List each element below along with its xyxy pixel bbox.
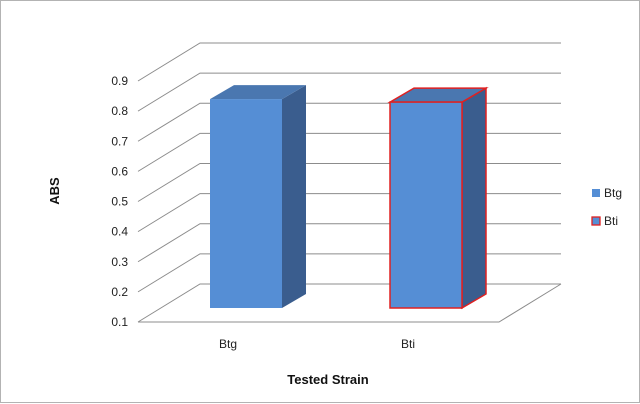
y-tick-label: 0.6 [111, 164, 128, 178]
legend-swatch [591, 216, 601, 226]
bar [387, 86, 489, 310]
y-axis-title: ABS [47, 177, 62, 205]
bars [210, 85, 489, 310]
y-tick-label: 0.7 [111, 134, 128, 148]
bar-side [282, 85, 306, 308]
y-tick-label: 0.2 [111, 285, 128, 299]
x-tick-label: Btg [219, 337, 237, 351]
bar-top [210, 85, 306, 100]
gridline [137, 72, 561, 112]
gridline [137, 253, 561, 293]
legend-label: Btg [604, 186, 622, 200]
gridline [137, 102, 561, 142]
legend-item: Btg [592, 186, 622, 200]
bar-front [210, 99, 282, 308]
x-tick-label: Bti [401, 337, 415, 351]
y-tick-label: 0.1 [111, 315, 128, 329]
gridline [137, 42, 561, 82]
y-tick-label: 0.3 [111, 255, 128, 269]
y-tick-label: 0.5 [111, 195, 128, 209]
y-tick-label: 0.4 [111, 225, 128, 239]
gridline [137, 163, 561, 202]
gridline [137, 132, 561, 172]
y-tick-label: 0.8 [111, 104, 128, 118]
x-axis-title: Tested Strain [287, 372, 368, 387]
gridline [137, 193, 561, 233]
floor-edge [138, 283, 562, 323]
bar [210, 85, 306, 308]
y-tick-labels: 0.1 0.2 0.3 0.4 0.5 0.6 0.7 0.8 0.9 [111, 74, 128, 329]
legend: Btg Bti [591, 186, 622, 228]
gridline [137, 283, 561, 323]
bar-front [389, 101, 463, 309]
gridline [137, 223, 561, 263]
gridlines [137, 42, 562, 323]
legend-label: Bti [604, 214, 618, 228]
legend-swatch [592, 189, 600, 197]
x-tick-labels: Btg Bti [219, 337, 415, 351]
bar-side [461, 86, 487, 310]
y-tick-label: 0.9 [111, 74, 128, 88]
legend-item: Bti [591, 214, 618, 228]
